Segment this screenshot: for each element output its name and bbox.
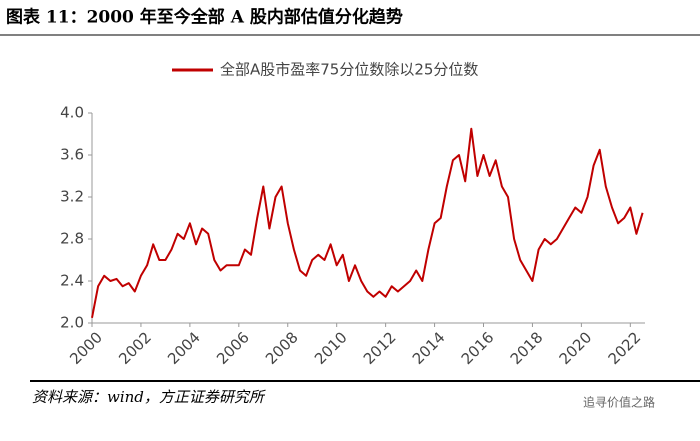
x-tick-label: 2012: [360, 328, 400, 368]
y-tick-label: 2.4: [60, 272, 84, 290]
x-tick-label: 2018: [507, 328, 547, 368]
line-series: [91, 127, 644, 318]
y-tick-label: 3.6: [60, 146, 84, 164]
x-tick-label: 2010: [311, 328, 351, 368]
legend-label: 全部A股市盈率75分位数除以25分位数: [220, 61, 478, 79]
y-tick-label: 3.2: [60, 188, 84, 206]
x-tick-label: 2016: [458, 328, 498, 368]
x-tick-label: 2020: [556, 328, 596, 368]
x-tick-label: 2014: [409, 328, 449, 368]
y-tick-label: 4.0: [60, 104, 84, 122]
x-tick-label: 2002: [115, 328, 155, 368]
x-tick-label: 2008: [262, 328, 302, 368]
x-tick-label: 2022: [605, 328, 645, 368]
x-tick-label: 2004: [164, 328, 204, 368]
y-tick-label: 2.8: [60, 230, 84, 248]
x-tick-label: 2000: [66, 328, 106, 368]
y-tick-label: 2.0: [60, 314, 84, 332]
x-tick-label: 2006: [213, 328, 253, 368]
source: 资料来源：wind，方正证券研究所: [32, 388, 266, 406]
chart-title: 图表 11：2000 年至今全部 A 股内部估值分化趋势: [6, 7, 403, 28]
watermark: 追寻价值之路: [583, 395, 655, 410]
